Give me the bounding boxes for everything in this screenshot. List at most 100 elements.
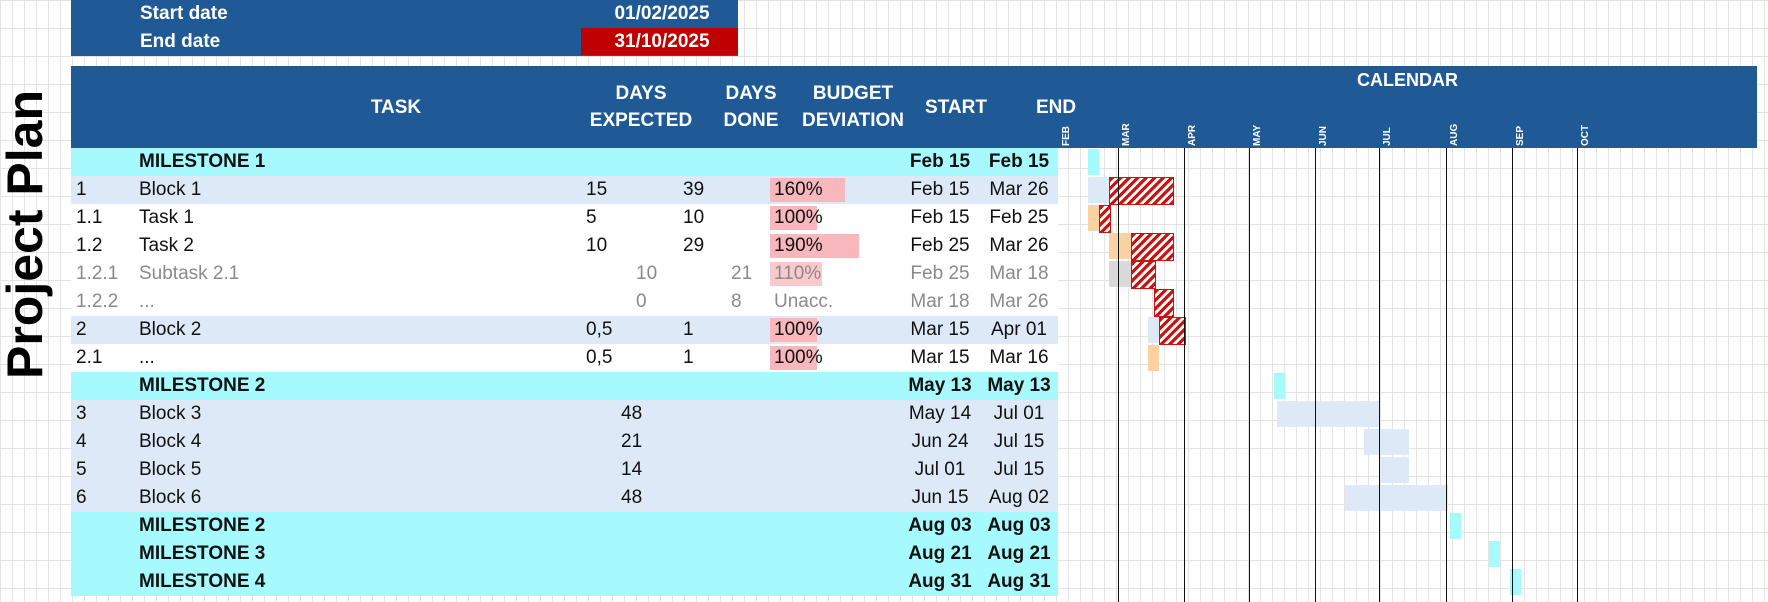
start-date-value[interactable]: 01/02/2025 <box>614 3 710 24</box>
row-id[interactable]: 4 <box>76 431 87 452</box>
row-start[interactable]: Aug 03 <box>908 515 972 536</box>
table-row[interactable]: 6 Block 6 48 Jun 15 Aug 02 <box>71 484 1058 512</box>
milestone-marker[interactable] <box>1274 373 1286 399</box>
row-end[interactable]: Feb 25 <box>989 207 1049 228</box>
row-start[interactable]: May 13 <box>908 375 972 396</box>
row-task-name[interactable]: MILESTONE 2 <box>139 375 266 396</box>
row-end[interactable]: Apr 01 <box>991 319 1047 340</box>
table-row[interactable]: 1.2.1 Subtask 2.1 10 21 Feb 25 Mar 18 110% <box>71 260 1058 288</box>
row-days-done[interactable]: 21 <box>731 263 753 284</box>
row-budget-deviation[interactable]: 100% <box>774 207 823 228</box>
row-task-name[interactable]: MILESTONE 2 <box>139 515 266 536</box>
row-days-expected[interactable]: 48 <box>621 403 643 424</box>
row-days-done[interactable]: 29 <box>683 235 705 256</box>
row-start[interactable]: Aug 21 <box>908 543 972 564</box>
row-start[interactable]: Jun 15 <box>911 487 969 508</box>
overrun-bar[interactable] <box>1098 205 1112 233</box>
row-start[interactable]: Feb 15 <box>910 179 970 200</box>
milestone-row[interactable]: MILESTONE 4 Aug 31 Aug 31 <box>71 568 1058 596</box>
row-id[interactable]: 1.2.2 <box>76 291 119 312</box>
milestone-row[interactable]: MILESTONE 2 May 13 May 13 <box>71 372 1058 400</box>
overrun-bar[interactable] <box>1158 317 1187 345</box>
table-row[interactable]: 1.2.2... 0 8 Mar 18 Mar 26 Unacc. <box>71 288 1058 316</box>
row-id[interactable]: 1 <box>76 179 87 200</box>
row-start[interactable]: Jul 01 <box>914 459 966 480</box>
row-days-expected[interactable]: 0,5 <box>586 347 613 368</box>
row-budget-deviation[interactable]: 160% <box>774 179 823 200</box>
row-days-done[interactable]: 10 <box>683 207 705 228</box>
row-days-done[interactable]: 1 <box>683 319 694 340</box>
milestone-row[interactable]: MILESTONE 1 Feb 15 Feb 15 <box>71 148 1058 176</box>
row-task-name[interactable]: Block 4 <box>139 431 202 452</box>
row-id[interactable]: 3 <box>76 403 87 424</box>
row-days-done[interactable]: 8 <box>731 291 742 312</box>
row-start[interactable]: Feb 15 <box>910 207 970 228</box>
planned-bar[interactable] <box>1088 205 1099 231</box>
row-end[interactable]: Jul 01 <box>993 403 1045 424</box>
row-end[interactable]: Jul 15 <box>993 431 1045 452</box>
row-task-name[interactable]: ... <box>139 291 155 312</box>
row-end[interactable]: Feb 15 <box>988 151 1050 172</box>
table-row[interactable]: 2.1... 0,5 1 Mar 15 Mar 16 100% <box>71 344 1058 372</box>
row-start[interactable]: Feb 15 <box>909 151 971 172</box>
row-days-expected[interactable]: 48 <box>621 487 643 508</box>
milestone-row[interactable]: MILESTONE 3 Aug 21 Aug 21 <box>71 540 1058 568</box>
row-id[interactable]: 2 <box>76 319 87 340</box>
milestone-marker[interactable] <box>1488 541 1500 567</box>
overrun-bar[interactable] <box>1130 233 1174 261</box>
row-task-name[interactable]: Block 3 <box>139 403 202 424</box>
overrun-bar[interactable] <box>1154 289 1174 317</box>
table-row[interactable]: 1.2 Task 2 10 29 Feb 25 Mar 26 190% <box>71 232 1058 260</box>
row-start[interactable]: Feb 25 <box>910 235 970 256</box>
row-task-name[interactable]: MILESTONE 1 <box>139 151 266 172</box>
planned-bar[interactable] <box>1148 345 1159 371</box>
row-start[interactable]: Feb 25 <box>910 263 970 284</box>
row-days-done[interactable]: 1 <box>683 347 694 368</box>
row-end[interactable]: Mar 16 <box>989 347 1049 368</box>
row-task-name[interactable]: MILESTONE 3 <box>139 543 266 564</box>
row-task-name[interactable]: Task 1 <box>139 207 194 228</box>
milestone-row[interactable]: MILESTONE 2 Aug 03 Aug 03 <box>71 512 1058 540</box>
row-end[interactable]: Aug 03 <box>987 515 1051 536</box>
row-end[interactable]: Mar 26 <box>989 179 1049 200</box>
row-id[interactable]: 5 <box>76 459 87 480</box>
row-days-expected[interactable]: 10 <box>636 263 658 284</box>
row-task-name[interactable]: Block 2 <box>139 319 202 340</box>
row-days-expected[interactable]: 0 <box>636 291 647 312</box>
row-id[interactable]: 1.2.1 <box>76 263 119 284</box>
row-days-expected[interactable]: 15 <box>586 179 608 200</box>
row-budget-deviation[interactable]: Unacc. <box>774 291 834 312</box>
planned-bar[interactable] <box>1109 233 1131 259</box>
block-bar[interactable] <box>1148 317 1159 343</box>
row-start[interactable]: Mar 15 <box>910 319 970 340</box>
end-date-value[interactable]: 31/10/2025 <box>614 31 710 52</box>
table-row[interactable]: 3 Block 3 48 May 14 Jul 01 <box>71 400 1058 428</box>
row-task-name[interactable]: Task 2 <box>139 235 194 256</box>
row-end[interactable]: Aug 31 <box>987 571 1051 592</box>
row-task-name[interactable]: Block 1 <box>139 179 202 200</box>
table-row[interactable]: 1 Block 1 15 39 Feb 15 Mar 26 160% <box>71 176 1058 204</box>
row-budget-deviation[interactable]: 190% <box>774 235 823 256</box>
row-start[interactable]: Mar 15 <box>910 347 970 368</box>
milestone-marker[interactable] <box>1088 149 1099 175</box>
row-start[interactable]: Mar 18 <box>910 291 970 312</box>
row-end[interactable]: Mar 26 <box>989 235 1049 256</box>
row-days-done[interactable]: 39 <box>683 179 705 200</box>
block-bar[interactable] <box>1088 177 1110 203</box>
row-days-expected[interactable]: 0,5 <box>586 319 613 340</box>
milestone-marker[interactable] <box>1450 513 1462 539</box>
row-days-expected[interactable]: 10 <box>586 235 608 256</box>
row-start[interactable]: Aug 31 <box>908 571 972 592</box>
row-task-name[interactable]: MILESTONE 4 <box>139 571 266 592</box>
row-days-expected[interactable]: 5 <box>586 207 597 228</box>
row-task-name[interactable]: ... <box>139 347 155 368</box>
overrun-bar[interactable] <box>1109 177 1174 205</box>
row-start[interactable]: Jun 24 <box>911 431 969 452</box>
row-end[interactable]: Jul 15 <box>993 459 1045 480</box>
row-budget-deviation[interactable]: 100% <box>774 319 823 340</box>
table-row[interactable]: 1.1 Task 1 5 10 Feb 15 Feb 25 100% <box>71 204 1058 232</box>
subtask-bar[interactable] <box>1109 261 1131 287</box>
row-end[interactable]: Aug 21 <box>987 543 1051 564</box>
row-task-name[interactable]: Subtask 2.1 <box>139 263 240 284</box>
row-id[interactable]: 6 <box>76 487 87 508</box>
